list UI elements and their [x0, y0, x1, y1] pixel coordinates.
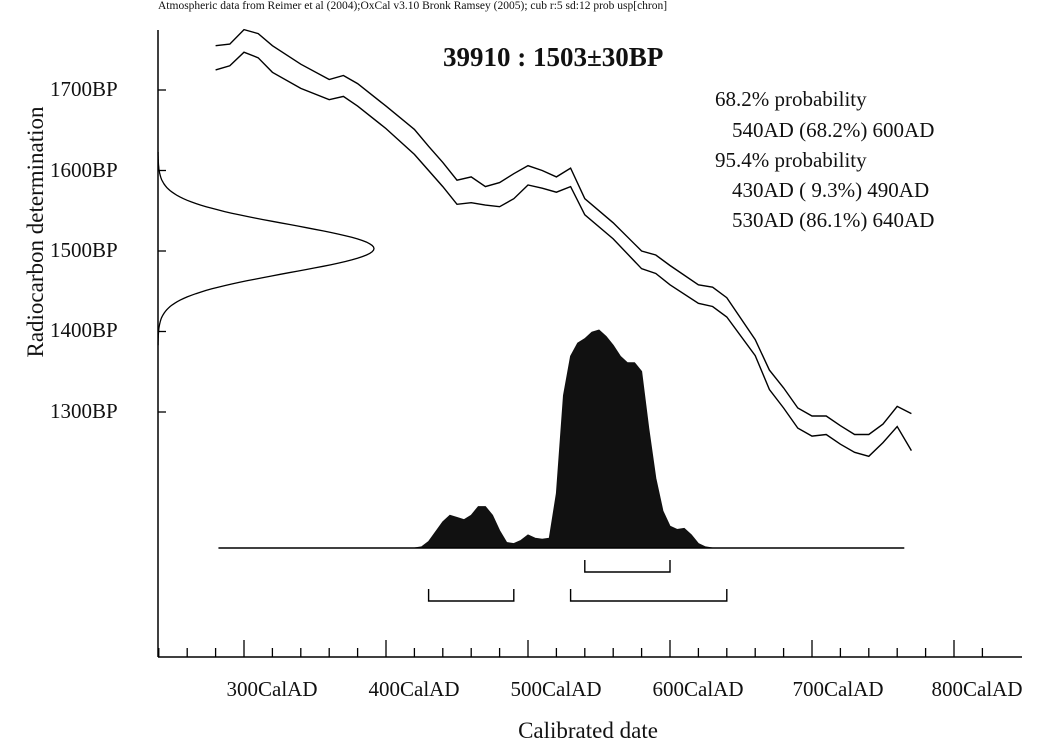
x-tick-label: 400CalAD [368, 677, 460, 701]
y-tick-label: 1400BP [50, 318, 118, 342]
calibration-curve [215, 28, 913, 458]
range-2sigma-bracket [569, 589, 728, 602]
posterior-area [400, 329, 756, 549]
radiocarbon-curve [157, 152, 375, 346]
calibration-curve-lower [215, 51, 913, 458]
y-axis-label: Radiocarbon determination [23, 106, 48, 358]
range-brackets [427, 560, 728, 602]
sigma2-range: 530AD (86.1%) 640AD [732, 208, 935, 232]
y-tick-label: 1700BP [50, 77, 118, 101]
sample-title: 39910 : 1503±30BP [443, 42, 664, 72]
y-tick-label: 1300BP [50, 399, 118, 423]
sigma1-heading: 68.2% probability [715, 87, 867, 111]
calibration-curve-upper [215, 28, 912, 436]
x-tick-label: 800CalAD [931, 677, 1023, 701]
x-tick-label: 300CalAD [226, 677, 318, 701]
header-note: Atmospheric data from Reimer et al (2004… [158, 0, 668, 12]
y-axis [158, 89, 166, 413]
radiocarbon-distribution [157, 152, 375, 346]
sigma1-range: 540AD (68.2%) 600AD [732, 118, 935, 142]
sigma2-heading: 95.4% probability [715, 148, 867, 172]
y-tick-label: 1600BP [50, 158, 118, 182]
x-tick-label: 600CalAD [652, 677, 744, 701]
y-tick-label: 1500BP [50, 238, 118, 262]
calibrated-distribution [218, 329, 905, 549]
range-2sigma-bracket [427, 589, 515, 602]
x-axis-label: Calibrated date [518, 718, 658, 743]
x-tick-label: 700CalAD [792, 677, 884, 701]
sigma2-range: 430AD ( 9.3%) 490AD [732, 178, 930, 202]
range-1sigma-bracket [584, 560, 671, 573]
x-axis [158, 640, 984, 657]
x-tick-label: 500CalAD [510, 677, 602, 701]
